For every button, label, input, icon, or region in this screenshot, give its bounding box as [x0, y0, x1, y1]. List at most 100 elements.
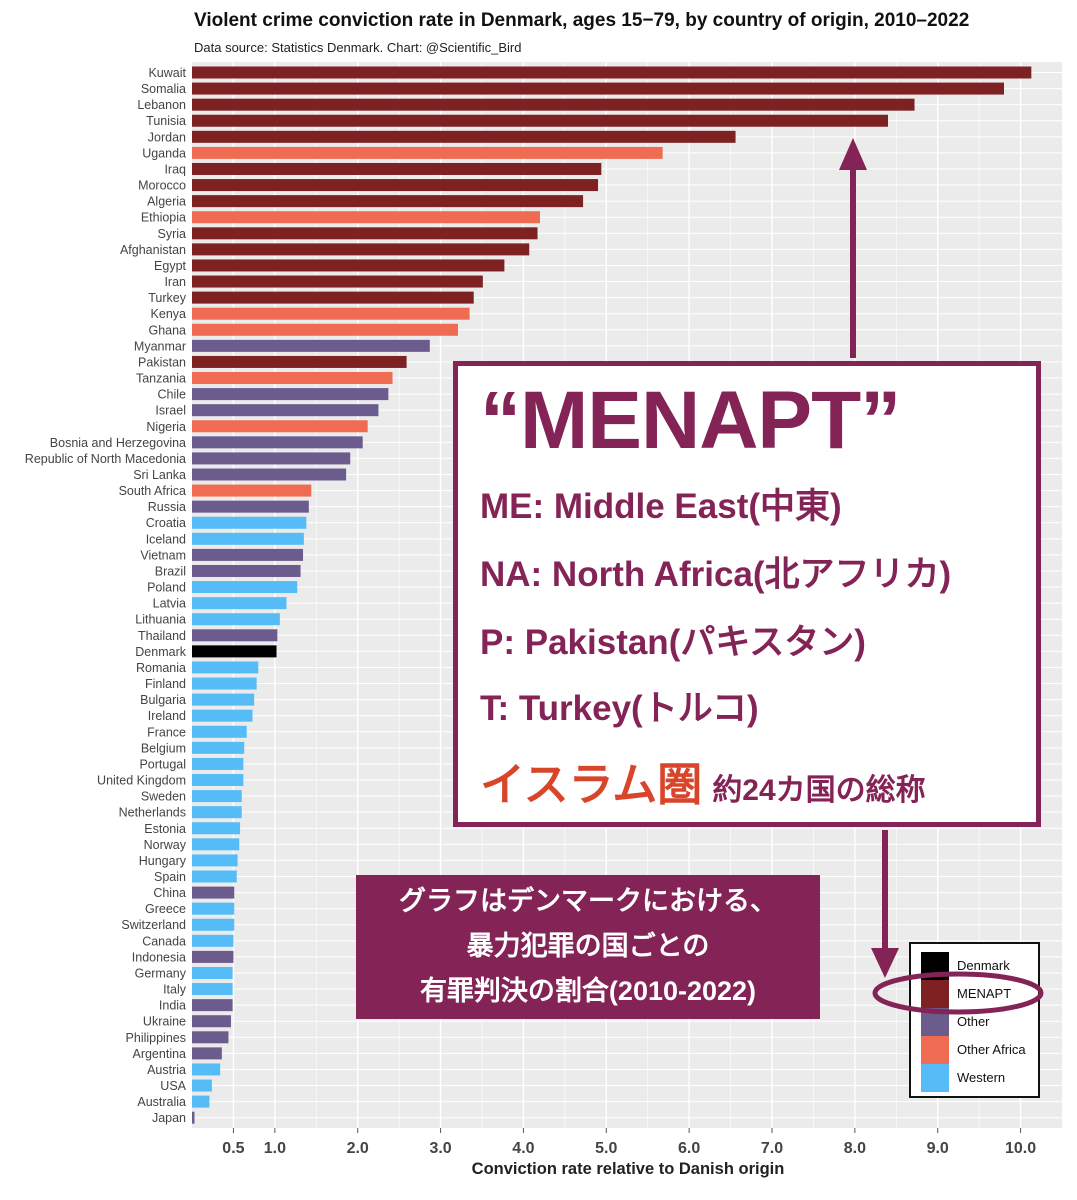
bar-sri-lanka — [192, 468, 347, 481]
y-tick-label-russia: Russia — [148, 500, 186, 514]
islam-sphere-label: イスラム圏 — [480, 759, 703, 810]
legend-swatch-menapt — [921, 980, 949, 1008]
bar-sweden — [192, 790, 242, 803]
bar-china — [192, 886, 235, 899]
y-tick-label-ethiopia: Ethiopia — [141, 211, 186, 225]
y-tick-label-romania: Romania — [136, 661, 186, 675]
bar-ukraine — [192, 1015, 231, 1028]
bar-denmark — [192, 645, 277, 658]
bar-myanmar — [192, 339, 430, 352]
x-tick-label: 2.0 — [347, 1140, 369, 1157]
bar-republic-of-north-macedonia — [192, 452, 351, 465]
x-tick-label: 0.5 — [222, 1140, 244, 1157]
bar-iraq — [192, 162, 602, 175]
islam-sphere-suffix: 約24カ国の総称 — [712, 774, 926, 807]
legend-item-denmark: Denmark — [921, 952, 1041, 980]
y-tick-label-nigeria: Nigeria — [146, 420, 186, 434]
bar-bosnia-and-herzegovina — [192, 436, 363, 449]
y-tick-label-canada: Canada — [142, 934, 186, 948]
y-tick-label-sweden: Sweden — [141, 790, 186, 804]
y-tick-label-finland: Finland — [145, 677, 186, 691]
legend-item-menapt: MENAPT — [921, 980, 1041, 1008]
bar-egypt — [192, 259, 505, 272]
y-tick-label-iran: Iran — [164, 275, 186, 289]
bar-romania — [192, 661, 259, 674]
y-tick-label-kuwait: Kuwait — [148, 66, 186, 80]
x-tick-label: 3.0 — [429, 1140, 451, 1157]
islam-sphere-line: イスラム圏 約24カ国の総称 — [480, 748, 926, 813]
y-tick-label-tunisia: Tunisia — [146, 114, 186, 128]
chart-title: Violent crime conviction rate in Denmark… — [194, 10, 970, 31]
bar-pakistan — [192, 355, 407, 368]
y-tick-label-ireland: Ireland — [148, 709, 186, 723]
y-tick-label-china: China — [153, 886, 186, 900]
bar-switzerland — [192, 918, 235, 931]
bar-turkey — [192, 291, 474, 304]
y-tick-label-south-africa: South Africa — [119, 484, 186, 498]
y-tick-label-indonesia: Indonesia — [132, 950, 186, 964]
legend-label-other: Other — [957, 1014, 990, 1029]
note-line-2: 暴力犯罪の国ごとの — [466, 931, 710, 961]
y-tick-label-israel: Israel — [155, 404, 186, 418]
y-tick-label-india: India — [159, 999, 186, 1013]
note-line-1: グラフはデンマークにおける、 — [399, 886, 777, 916]
y-tick-label-portugal: Portugal — [139, 757, 186, 771]
bar-jordan — [192, 130, 736, 143]
bar-norway — [192, 838, 240, 851]
legend-swatch-other-africa — [921, 1036, 949, 1064]
bar-portugal — [192, 757, 244, 770]
bar-iceland — [192, 532, 304, 545]
bar-canada — [192, 934, 234, 947]
bar-spain — [192, 870, 237, 883]
bar-tanzania — [192, 372, 393, 385]
bar-germany — [192, 966, 233, 979]
bar-france — [192, 725, 247, 738]
bar-japan — [192, 1111, 195, 1124]
bar-kenya — [192, 307, 470, 320]
y-tick-label-republic-of-north-macedonia: Republic of North Macedonia — [25, 452, 186, 466]
y-tick-label-norway: Norway — [144, 838, 187, 852]
y-tick-label-turkey: Turkey — [148, 291, 186, 305]
x-tick-label: 9.0 — [927, 1140, 949, 1157]
legend-label-western: Western — [957, 1070, 1006, 1085]
y-tick-label-tanzania: Tanzania — [136, 372, 186, 386]
x-tick-label: 10.0 — [1005, 1140, 1036, 1157]
bar-philippines — [192, 1031, 229, 1044]
y-tick-label-jordan: Jordan — [148, 130, 186, 144]
y-tick-label-morocco: Morocco — [138, 179, 186, 193]
y-tick-label-myanmar: Myanmar — [134, 339, 186, 353]
y-tick-label-afghanistan: Afghanistan — [120, 243, 186, 257]
bar-syria — [192, 227, 538, 240]
y-tick-label-brazil: Brazil — [155, 564, 186, 578]
y-tick-label-syria: Syria — [158, 227, 187, 241]
legend-item-western: Western — [921, 1064, 1041, 1092]
y-tick-label-argentina: Argentina — [132, 1047, 186, 1061]
y-tick-label-pakistan: Pakistan — [138, 355, 186, 369]
bar-vietnam — [192, 548, 304, 561]
x-tick-label: 6.0 — [678, 1140, 700, 1157]
chart-subtitle: Data source: Statistics Denmark. Chart: … — [194, 40, 522, 55]
menapt-line-pakistan: P: Pakistan(パキスタン) — [480, 623, 866, 662]
y-tick-label-australia: Australia — [137, 1095, 186, 1109]
bar-indonesia — [192, 950, 234, 963]
legend-label-menapt: MENAPT — [957, 986, 1012, 1001]
japanese-note-box: グラフはデンマークにおける、 暴力犯罪の国ごとの 有罪判決の割合(2010-20… — [356, 875, 820, 1019]
bar-australia — [192, 1095, 210, 1108]
legend-item-other: Other — [921, 1008, 1041, 1036]
y-tick-label-lithuania: Lithuania — [135, 613, 186, 627]
y-tick-label-lebanon: Lebanon — [137, 98, 186, 112]
x-axis-label: Conviction rate relative to Danish origi… — [472, 1160, 785, 1178]
bar-argentina — [192, 1047, 222, 1060]
bar-greece — [192, 902, 235, 915]
y-tick-label-kenya: Kenya — [151, 307, 186, 321]
y-tick-label-greece: Greece — [145, 902, 186, 916]
bar-belgium — [192, 741, 245, 754]
menapt-line-turkey: T: Turkey(トルコ) — [480, 689, 759, 728]
chart-legend: Denmark MENAPT Other Other Africa Wester… — [909, 942, 1040, 1098]
y-tick-label-thailand: Thailand — [138, 629, 186, 643]
y-tick-label-philippines: Philippines — [126, 1031, 186, 1045]
y-tick-label-japan: Japan — [152, 1111, 186, 1125]
y-tick-label-denmark: Denmark — [135, 645, 186, 659]
y-tick-label-sri-lanka: Sri Lanka — [133, 468, 186, 482]
